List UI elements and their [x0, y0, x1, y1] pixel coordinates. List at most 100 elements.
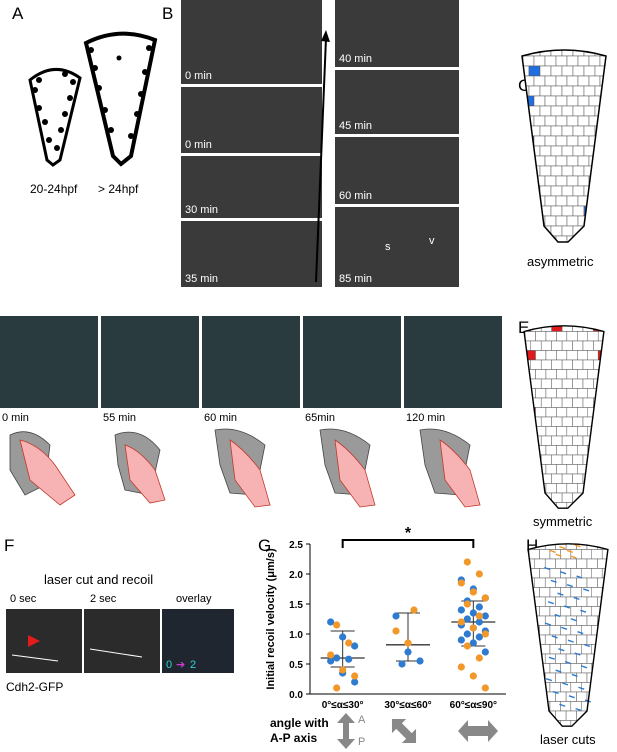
cell — [556, 369, 568, 380]
cell — [555, 135, 568, 147]
cell — [524, 416, 531, 427]
cell — [555, 155, 568, 167]
x-category-label: 60°≤α≤90° — [450, 700, 497, 711]
cell — [528, 720, 540, 727]
cell — [522, 175, 535, 187]
data-point — [475, 654, 483, 662]
cell — [566, 155, 579, 167]
cell — [539, 568, 551, 579]
data-point — [469, 624, 477, 632]
cell — [544, 55, 557, 67]
micrograph-d-4 — [303, 316, 401, 408]
cell — [528, 691, 535, 702]
small-tissue-diagram — [28, 68, 82, 167]
cell — [539, 65, 552, 77]
cell — [533, 75, 546, 87]
cell — [550, 105, 563, 117]
cell — [593, 416, 604, 427]
cell — [565, 672, 577, 683]
diagonal-arrow-icon — [391, 718, 417, 744]
cell — [528, 644, 540, 655]
laser-cut-mark — [568, 695, 575, 699]
cell — [566, 388, 578, 399]
cell — [577, 388, 588, 399]
cell — [601, 644, 608, 655]
micrograph-b-7: 60 min — [335, 137, 459, 204]
cell — [576, 558, 588, 569]
cell — [551, 416, 563, 427]
cell — [544, 115, 557, 127]
cell — [544, 155, 557, 167]
laser-cut-mark — [559, 703, 566, 707]
cell — [522, 195, 535, 207]
cell — [577, 350, 588, 361]
cell — [570, 644, 582, 655]
laser-cut-mark — [574, 652, 581, 656]
data-point — [475, 612, 483, 620]
cell — [583, 165, 596, 177]
cell — [599, 115, 606, 127]
vertical-arrow-icon — [337, 713, 355, 749]
micrograph-b-2: 0 min — [181, 87, 322, 153]
cell — [582, 378, 594, 389]
cell — [533, 95, 546, 107]
data-point — [351, 678, 359, 686]
y-tick-label: 1.0 — [289, 630, 303, 641]
cell — [555, 577, 567, 588]
cell — [601, 625, 608, 636]
laser-cut-mark — [574, 544, 581, 548]
micrograph-f-1 — [6, 609, 82, 673]
cell — [544, 75, 557, 87]
laser-cut-mark — [583, 643, 591, 648]
cell — [566, 331, 578, 342]
gene-label: Cdh2-GFP — [6, 680, 64, 694]
significance-star: * — [405, 525, 412, 542]
cell — [551, 378, 563, 389]
cell — [528, 85, 541, 97]
cell — [577, 95, 590, 107]
horizontal-arrow-icon — [458, 720, 498, 742]
cell — [593, 378, 604, 389]
cell — [522, 185, 530, 197]
cell — [593, 492, 604, 503]
cell — [581, 587, 592, 598]
cell — [599, 195, 606, 207]
data-point — [345, 639, 353, 647]
cell — [597, 502, 604, 509]
cell — [535, 445, 547, 456]
cell — [577, 175, 590, 187]
cell — [539, 145, 552, 157]
overlay-label: overlay — [176, 593, 212, 605]
cell — [556, 407, 568, 418]
cell — [566, 369, 578, 380]
data-point — [463, 558, 471, 566]
cell — [597, 710, 608, 721]
data-point — [475, 603, 483, 611]
cell — [534, 558, 546, 569]
panel-label-f: F — [4, 536, 15, 555]
cell — [534, 577, 546, 588]
cell — [524, 502, 536, 509]
angle-axis-title: angle with — [270, 716, 329, 730]
y-axis-label: Initial recoil velocity (μm/s) — [265, 548, 277, 690]
cell — [544, 175, 557, 187]
cell — [555, 175, 568, 187]
cell — [540, 340, 552, 351]
laser-cut-mark — [564, 660, 572, 665]
laser-cut-mark — [580, 609, 587, 613]
large-tissue-diagram — [83, 31, 158, 167]
cell — [599, 95, 606, 107]
cell — [594, 105, 606, 117]
cell — [597, 426, 604, 437]
laser-cut-mark — [573, 596, 580, 601]
cell — [544, 95, 557, 107]
cell — [582, 435, 594, 446]
cell — [576, 634, 588, 645]
laser-cut-mark — [555, 553, 562, 557]
cell — [556, 331, 568, 342]
cell — [566, 95, 579, 107]
cell — [555, 653, 567, 664]
cell — [599, 215, 606, 227]
cell — [561, 473, 573, 484]
cell — [591, 549, 603, 560]
